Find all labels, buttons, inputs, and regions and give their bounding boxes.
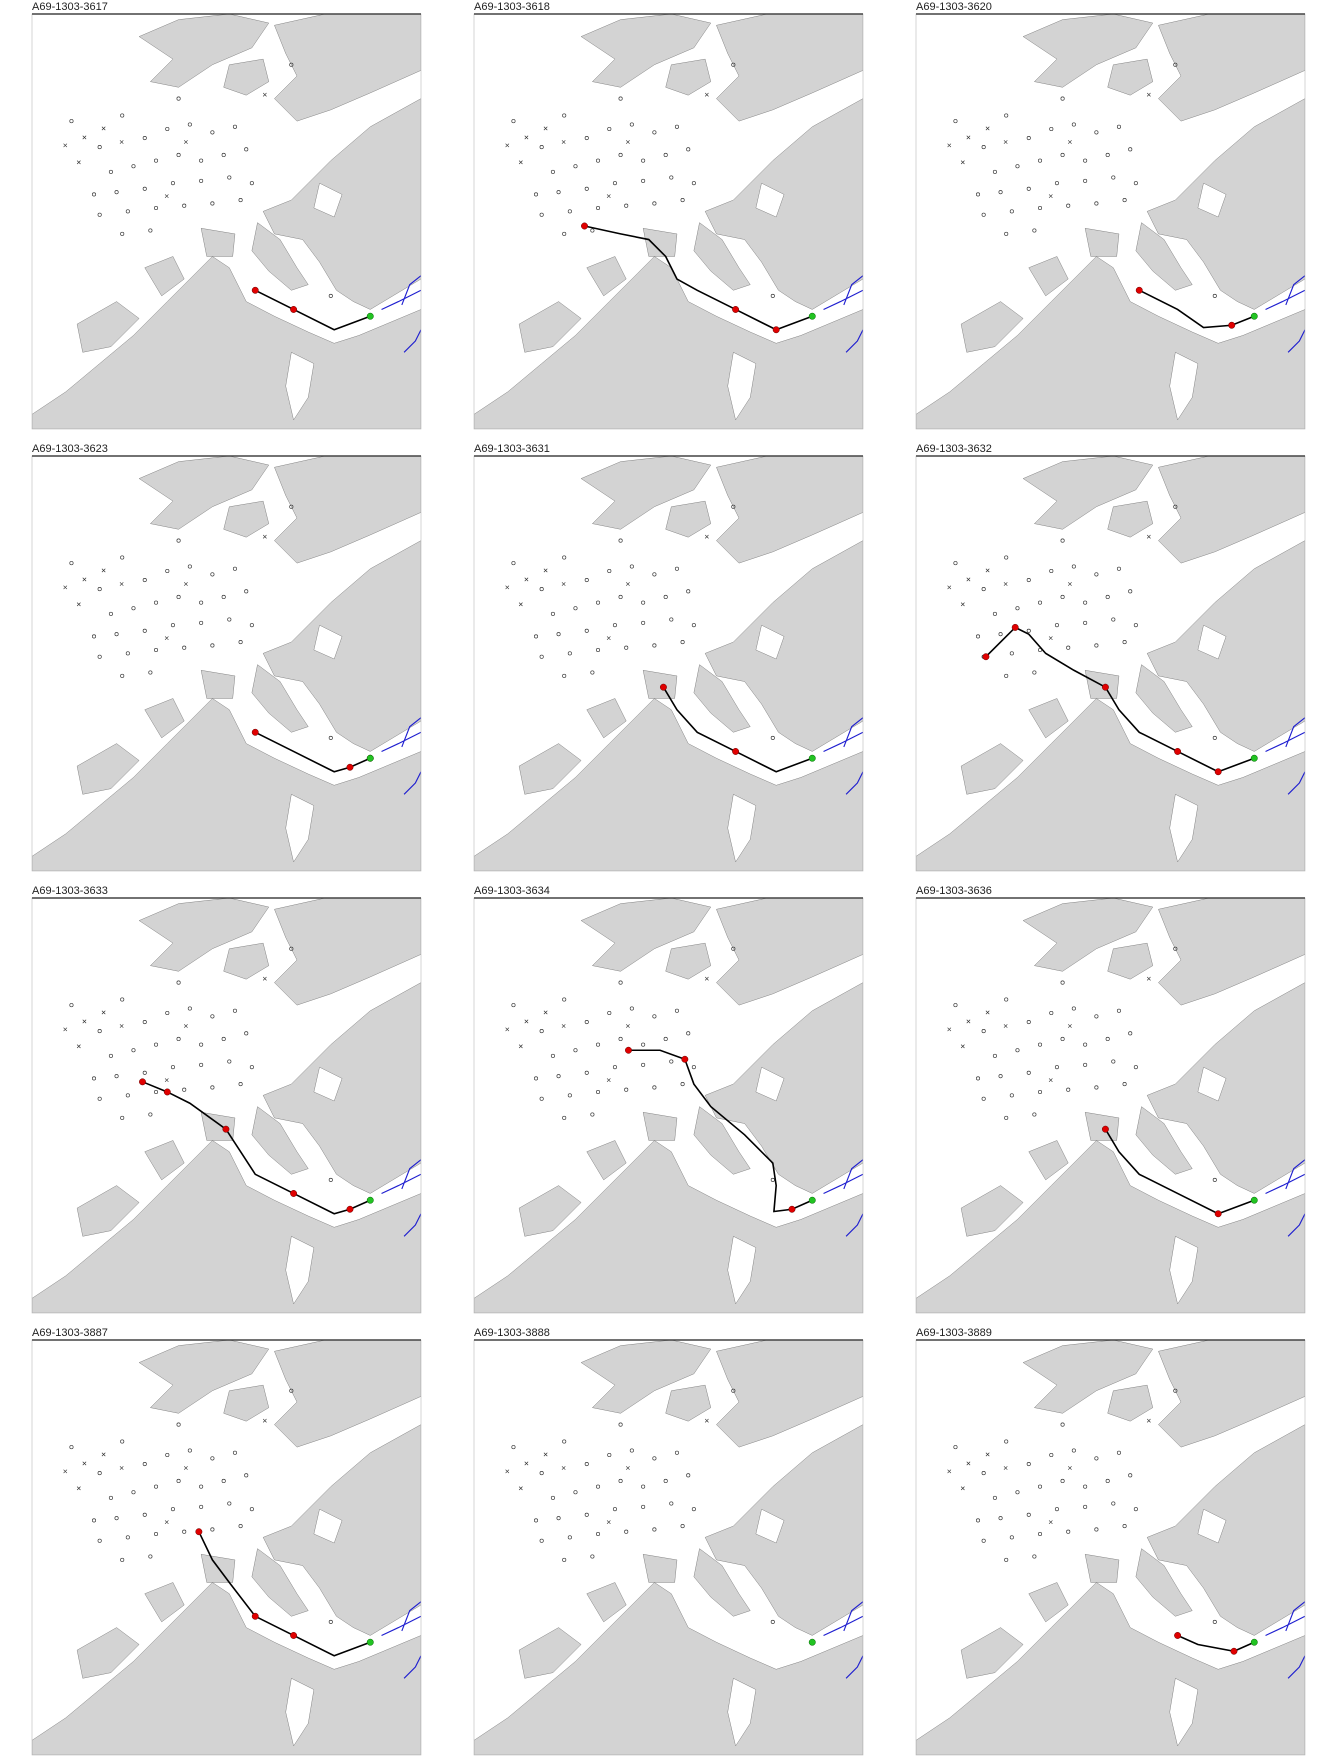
detection-point xyxy=(139,1078,146,1086)
basemap xyxy=(474,456,863,871)
detection-point xyxy=(222,1125,230,1133)
fish-track xyxy=(628,1049,813,1213)
basemap xyxy=(474,14,863,429)
basemap xyxy=(474,1340,863,1755)
basemap xyxy=(32,456,421,871)
map-panel: A69-1303-3636 xyxy=(915,885,1306,1314)
detection-point xyxy=(290,1632,298,1639)
release-point xyxy=(1250,312,1258,320)
detection-point xyxy=(251,728,259,736)
fish-track xyxy=(1104,1128,1255,1215)
detection-point xyxy=(1214,768,1222,776)
panel-title: A69-1303-3634 xyxy=(474,885,550,897)
release-point xyxy=(366,754,374,762)
basemap xyxy=(32,898,421,1313)
panel-title: A69-1303-3887 xyxy=(32,1327,108,1339)
detection-point xyxy=(581,222,588,230)
detection-point xyxy=(982,653,990,661)
detection-point xyxy=(1101,683,1109,691)
detection-point xyxy=(346,1205,354,1213)
map-panel: A69-1303-3632 xyxy=(915,443,1306,872)
map-panel: A69-1303-3617 xyxy=(31,1,422,430)
release-point xyxy=(1250,1196,1258,1204)
panel-title: A69-1303-3631 xyxy=(474,443,550,455)
panel-grid: A69-1303-3617 A69-1303-3618 A69-1303-3620 A… xyxy=(31,1,1306,1756)
detection-point xyxy=(732,306,740,313)
panel-title: A69-1303-3623 xyxy=(32,443,108,455)
fish-track xyxy=(584,225,813,331)
detection-point xyxy=(1228,321,1236,329)
fish-track xyxy=(662,686,813,773)
basemap xyxy=(32,1340,421,1755)
detection-point xyxy=(1135,286,1143,294)
release-point xyxy=(808,1638,816,1646)
release-point xyxy=(366,312,374,320)
detection-point xyxy=(163,1088,171,1096)
fish-track xyxy=(1177,1634,1255,1653)
fish-track xyxy=(142,1081,371,1215)
map-panel: A69-1303-3888 xyxy=(473,1327,864,1756)
release-point xyxy=(808,754,816,762)
detection-point xyxy=(625,1046,632,1054)
map-panel: A69-1303-3620 xyxy=(915,1,1306,430)
release-point xyxy=(366,1196,374,1204)
detection-point xyxy=(681,1055,689,1063)
detection-point xyxy=(290,1190,298,1197)
detection-point xyxy=(788,1205,796,1213)
basemap xyxy=(916,1340,1305,1755)
map-panel: A69-1303-3887 xyxy=(31,1327,422,1756)
detection-point xyxy=(290,306,298,313)
panel-title: A69-1303-3632 xyxy=(916,443,992,455)
map-panel: A69-1303-3889 xyxy=(915,1327,1306,1756)
fish-track xyxy=(254,731,371,773)
detection-point xyxy=(1230,1647,1238,1655)
release-point xyxy=(808,1196,816,1204)
detection-point xyxy=(1174,1632,1182,1639)
detection-point xyxy=(251,286,259,294)
detection-point xyxy=(1214,1210,1222,1218)
fish-track xyxy=(1138,289,1255,329)
detection-point xyxy=(732,748,740,755)
detection-point xyxy=(772,326,780,334)
basemap xyxy=(916,898,1305,1313)
release-point xyxy=(1250,754,1258,762)
detection-point xyxy=(1174,748,1182,755)
panel-title: A69-1303-3617 xyxy=(32,1,108,13)
release-point xyxy=(808,312,816,320)
map-panel: A69-1303-3618 xyxy=(473,1,864,430)
panel-title: A69-1303-3636 xyxy=(916,885,992,897)
release-point xyxy=(366,1638,374,1646)
map-panel: A69-1303-3633 xyxy=(31,885,422,1314)
detection-point xyxy=(659,683,667,691)
detection-point xyxy=(346,763,354,771)
panel-title: A69-1303-3620 xyxy=(916,1,992,13)
detection-point xyxy=(1101,1125,1109,1133)
panel-title: A69-1303-3888 xyxy=(474,1327,550,1339)
panel-title: A69-1303-3633 xyxy=(32,885,108,897)
release-point xyxy=(1250,1638,1258,1646)
map-panel: A69-1303-3631 xyxy=(473,443,864,872)
panel-title: A69-1303-3889 xyxy=(916,1327,992,1339)
basemap xyxy=(32,14,421,429)
fish-track xyxy=(254,289,371,331)
panel-title: A69-1303-3618 xyxy=(474,1,550,13)
detection-point xyxy=(251,1612,259,1620)
basemap xyxy=(916,14,1305,429)
detection-point xyxy=(1011,623,1019,631)
basemap xyxy=(916,456,1305,871)
detection-point xyxy=(195,1528,203,1536)
basemap xyxy=(474,898,863,1313)
map-panel: A69-1303-3634 xyxy=(473,885,864,1314)
map-panel: A69-1303-3623 xyxy=(31,443,422,872)
